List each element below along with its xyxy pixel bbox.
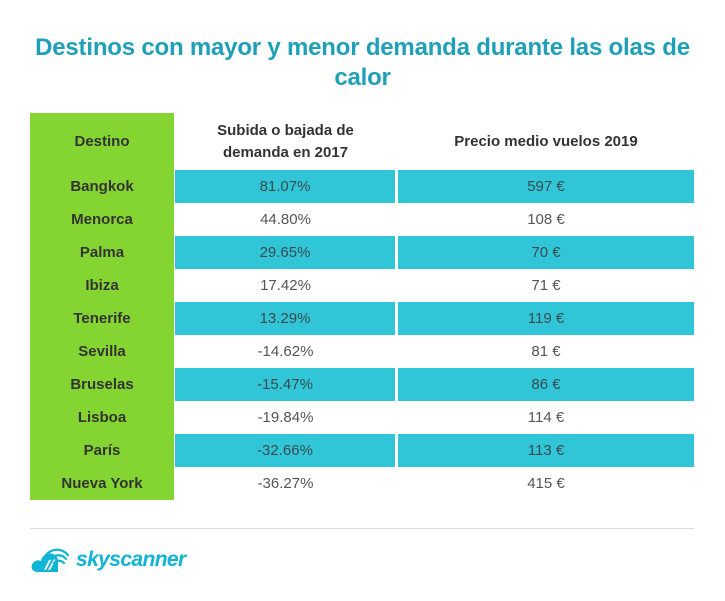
header-demanda: Subida o bajada de demanda en 2017 (217, 121, 354, 161)
cell-destino: Lisboa (30, 401, 174, 434)
cell-demanda: -14.62% (257, 343, 314, 360)
cell-precio: 71 € (531, 277, 561, 294)
table-row: Bangkok 81.07% 597 € (30, 170, 694, 203)
cell-destino: Menorca (30, 203, 174, 236)
header-precio: Precio medio vuelos 2019 (454, 132, 638, 150)
table-header-row: Destino Subida o bajada de demanda en 20… (30, 113, 694, 170)
table-row: Nueva York -36.27% 415 € (30, 467, 694, 500)
cell-destino: Bruselas (30, 368, 174, 401)
table-row: Tenerife 13.29% 119 € (30, 302, 694, 335)
cell-demanda: -36.27% (257, 475, 314, 492)
cell-destino: Tenerife (30, 302, 174, 335)
skyscanner-cloud-icon (31, 548, 70, 572)
header-destino: Destino (30, 113, 174, 170)
cell-destino: Nueva York (30, 467, 174, 500)
cell-destino: Sevilla (30, 335, 174, 368)
demand-table: Destino Subida o bajada de demanda en 20… (30, 113, 694, 500)
cell-demanda: 29.65% (175, 236, 396, 269)
divider (30, 528, 694, 529)
table-row: Sevilla -14.62% 81 € (30, 335, 694, 368)
cell-precio: 597 € (398, 170, 694, 203)
cell-destino: Ibiza (30, 269, 174, 302)
table-row: Ibiza 17.42% 71 € (30, 269, 694, 302)
cell-demanda: -15.47% (175, 368, 396, 401)
cell-precio: 113 € (398, 434, 694, 467)
cell-demanda: 44.80% (260, 211, 311, 228)
table-body: Bangkok 81.07% 597 € Menorca 44.80% 108 € Palm… (30, 170, 694, 500)
skyscanner-wordmark: skyscanner (76, 548, 186, 571)
cell-precio: 114 € (527, 409, 565, 426)
table-row: Menorca 44.80% 108 € (30, 203, 694, 236)
cell-destino: Palma (30, 236, 174, 269)
page-title: Destinos con mayor y menor demanda duran… (35, 34, 690, 91)
cell-precio: 415 € (527, 475, 565, 492)
cell-demanda: 81.07% (175, 170, 396, 203)
cell-precio: 86 € (398, 368, 694, 401)
cell-precio: 108 € (527, 211, 565, 228)
cell-demanda: 13.29% (175, 302, 396, 335)
cell-destino: Bangkok (30, 170, 174, 203)
table-row: Palma 29.65% 70 € (30, 236, 694, 269)
table-row: París -32.66% 113 € (30, 434, 694, 467)
cell-precio: 119 € (398, 302, 694, 335)
skyscanner-logo: skyscanner (30, 545, 186, 575)
table-row: Bruselas -15.47% 86 € (30, 368, 694, 401)
cell-demanda: 17.42% (260, 277, 311, 294)
cell-destino: París (30, 434, 174, 467)
cell-precio: 81 € (531, 343, 561, 360)
cell-demanda: -32.66% (175, 434, 396, 467)
table-row: Lisboa -19.84% 114 € (30, 401, 694, 434)
cell-demanda: -19.84% (257, 409, 314, 426)
cell-precio: 70 € (398, 236, 694, 269)
